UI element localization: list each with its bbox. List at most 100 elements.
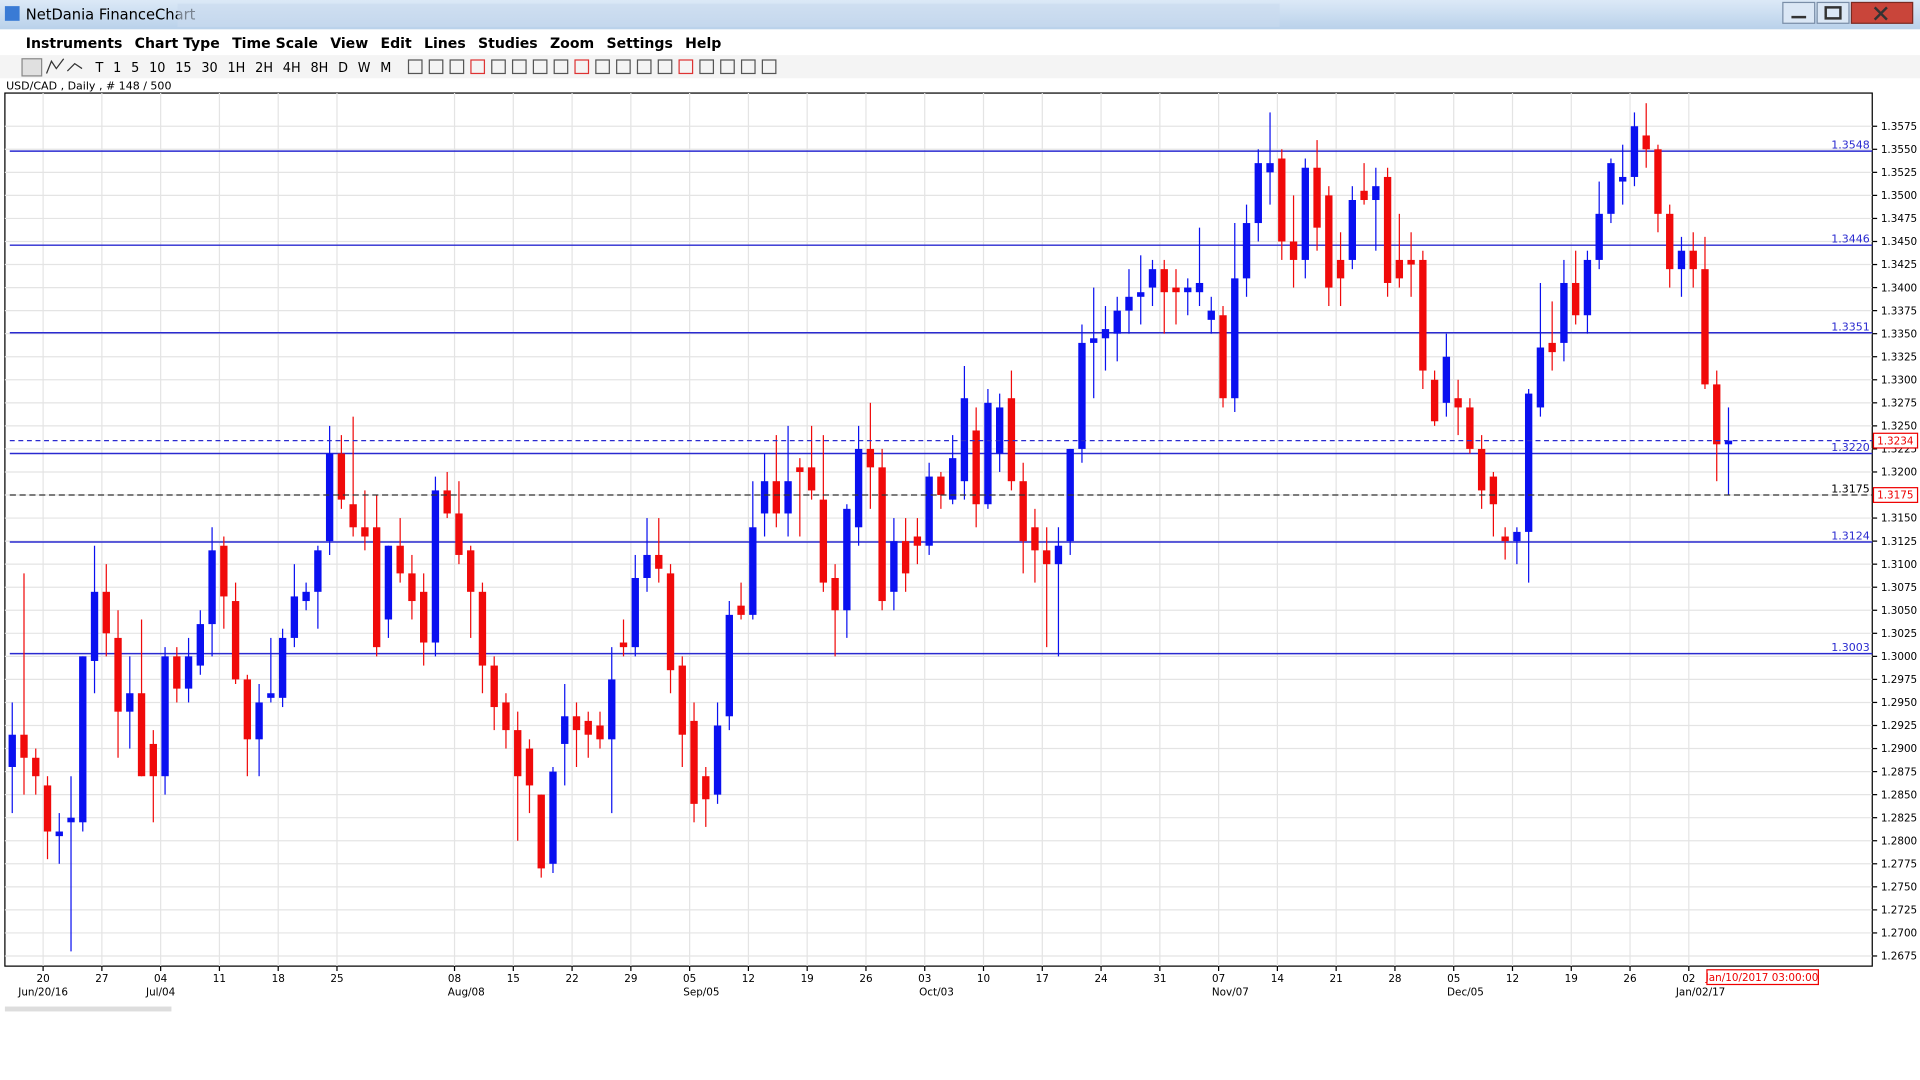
- candle-body: [655, 554, 663, 569]
- candle-body: [173, 656, 181, 689]
- toolbar-button[interactable]: 1: [113, 61, 121, 76]
- toolbar-button[interactable]: M: [380, 61, 391, 76]
- candle-body: [1113, 310, 1121, 334]
- tool-icon[interactable]: [511, 59, 527, 75]
- tool-icon[interactable]: [720, 59, 735, 75]
- x-tick-label: 11: [213, 973, 226, 985]
- tool-icon[interactable]: [407, 59, 423, 75]
- candle-body: [325, 453, 334, 542]
- candle-body: [137, 693, 146, 777]
- y-tick-label: 1.2950: [1881, 697, 1917, 709]
- minimize-button[interactable]: [1782, 1, 1816, 24]
- candle-body: [1466, 407, 1474, 449]
- x-month-label: Oct/03: [919, 987, 954, 999]
- tool-icon[interactable]: [595, 59, 610, 75]
- x-tick-label: 15: [507, 973, 520, 985]
- toolbar-button[interactable]: 15: [175, 61, 191, 76]
- menu-item[interactable]: Help: [685, 36, 721, 52]
- candle-body: [267, 693, 275, 698]
- toolbar-button[interactable]: 8H: [310, 61, 328, 76]
- tool-icon[interactable]: [740, 59, 756, 75]
- toolbar-button[interactable]: 4H: [283, 61, 301, 76]
- x-tick-label: 12: [742, 973, 755, 985]
- candle-body: [1078, 342, 1086, 449]
- candle-body: [1513, 531, 1521, 542]
- toolbar-button[interactable]: 2H: [255, 61, 273, 76]
- tool-icon[interactable]: [532, 59, 548, 75]
- candle-body: [996, 407, 1004, 454]
- candle-body: [420, 591, 428, 643]
- candle-body: [1313, 167, 1321, 228]
- candle-body: [643, 554, 651, 578]
- tool-icon[interactable]: [761, 59, 777, 75]
- candle-body: [1207, 310, 1215, 320]
- menu-item[interactable]: Instruments: [26, 36, 123, 52]
- last-price-label: 1.3234: [1877, 435, 1914, 447]
- candle-body: [1642, 135, 1650, 150]
- candle-body: [760, 481, 769, 514]
- tool-icon[interactable]: [449, 59, 465, 75]
- level-label: 1.3003: [1831, 641, 1870, 654]
- candle-body: [1630, 126, 1639, 177]
- cursor-price-label: 1.3175: [1877, 490, 1913, 502]
- y-tick-label: 1.3375: [1881, 305, 1917, 317]
- candle-body: [1477, 448, 1486, 491]
- tool-icon[interactable]: [678, 59, 694, 75]
- candle-body: [67, 817, 75, 823]
- tool-icon[interactable]: [636, 59, 652, 75]
- candle-body: [1583, 259, 1592, 316]
- level-label: 1.3124: [1831, 530, 1870, 543]
- tool-icon[interactable]: [616, 59, 631, 75]
- menu-item[interactable]: Time Scale: [232, 36, 318, 52]
- menu-item[interactable]: Edit: [380, 36, 412, 52]
- scroll-bar: [4, 1006, 172, 1012]
- y-tick-label: 1.3075: [1881, 582, 1917, 594]
- menu-item[interactable]: Chart Type: [135, 36, 220, 52]
- tool-icon[interactable]: [657, 59, 673, 75]
- tool-icon[interactable]: [491, 59, 506, 75]
- candle-body: [960, 398, 969, 482]
- y-tick-label: 1.3325: [1881, 351, 1917, 363]
- candle-body: [678, 665, 686, 735]
- tool-icon[interactable]: [553, 59, 569, 75]
- candle-body: [1325, 195, 1333, 288]
- menu-item[interactable]: Settings: [606, 36, 672, 52]
- candle-body: [1019, 481, 1027, 542]
- menu-item[interactable]: Lines: [424, 36, 466, 52]
- candle-body: [478, 591, 487, 666]
- candle-body: [502, 702, 510, 731]
- y-tick-label: 1.3550: [1881, 144, 1917, 156]
- toolbar-button[interactable]: 10: [149, 61, 165, 76]
- toolbar-button[interactable]: D: [338, 61, 348, 76]
- x-tick-label: 03: [918, 973, 931, 985]
- y-tick-label: 1.2925: [1881, 720, 1917, 732]
- toolbar-button[interactable]: T: [95, 61, 104, 76]
- menu-item[interactable]: Studies: [478, 36, 538, 52]
- menu-item[interactable]: Zoom: [550, 36, 594, 52]
- candle-body: [1677, 250, 1686, 270]
- y-tick-label: 1.3200: [1881, 467, 1917, 479]
- tool-icon[interactable]: [699, 59, 715, 75]
- candle-body: [608, 679, 616, 740]
- candle-body: [1654, 149, 1662, 214]
- y-tick-label: 1.3250: [1881, 421, 1917, 433]
- tool-icon[interactable]: [470, 59, 486, 75]
- candle-body: [972, 430, 980, 505]
- toolbar-button[interactable]: 1H: [228, 61, 246, 76]
- maximize-button[interactable]: [1816, 1, 1850, 24]
- tool-icon[interactable]: [574, 59, 590, 75]
- y-tick-label: 1.3275: [1881, 398, 1917, 410]
- candle-body: [584, 720, 592, 735]
- toolbar-button[interactable]: 30: [201, 61, 217, 76]
- candle-body: [1501, 536, 1509, 542]
- toolbar-button[interactable]: 5: [131, 61, 139, 76]
- x-tick-label: 05: [1447, 973, 1460, 985]
- toolbar-button[interactable]: W: [358, 61, 371, 76]
- candle-body: [278, 637, 287, 698]
- menu-item[interactable]: View: [330, 36, 368, 52]
- candle-body: [913, 536, 922, 546]
- candle-body: [713, 725, 722, 795]
- x-tick-label: 08: [448, 973, 461, 985]
- tool-icon[interactable]: [428, 59, 444, 75]
- candle-body: [1360, 190, 1368, 201]
